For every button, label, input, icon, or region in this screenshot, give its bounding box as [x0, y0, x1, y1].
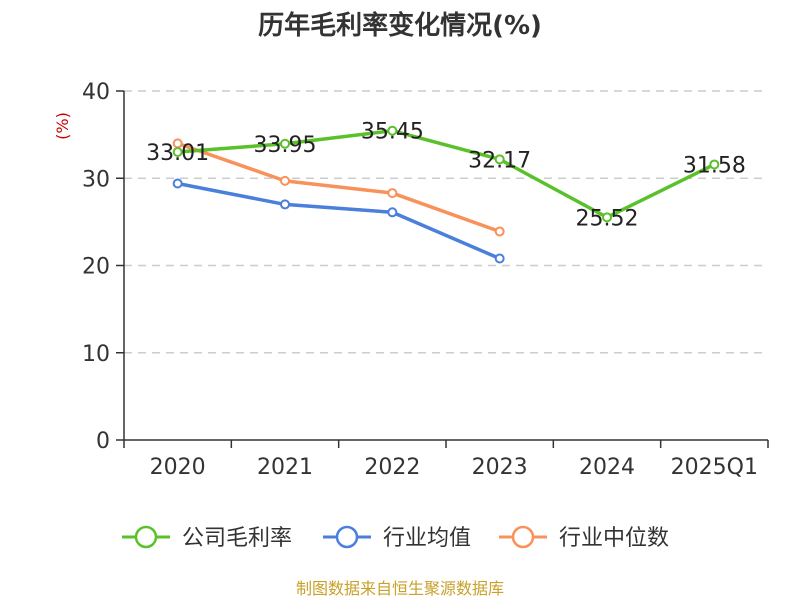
data-point	[172, 178, 183, 189]
data-point	[387, 188, 398, 199]
x-tick-label: 2020	[150, 455, 206, 480]
data-point	[387, 207, 398, 218]
data-point	[280, 175, 290, 186]
y-tick-label: 10	[82, 342, 110, 367]
x-tick-label: 2021	[257, 455, 313, 480]
x-tick-label: 2023	[472, 455, 528, 480]
data-point	[494, 226, 505, 237]
legend-swatch-marker	[335, 525, 359, 549]
axes: 0 10 20 30 40 2020 2021 2022 2023 2024 2025Q1	[82, 80, 769, 480]
data-point	[280, 199, 290, 210]
data-point	[172, 146, 183, 157]
legend: 公司毛利率 行业均值 行业中位数	[122, 525, 669, 551]
data-label: 33.95	[254, 133, 317, 158]
x-tick-label: 2022	[364, 455, 420, 480]
chart-title: 历年毛利率变化情况(%)	[258, 10, 542, 41]
data-label: 33.01	[146, 141, 209, 166]
y-tick-label: 20	[82, 255, 110, 280]
data-labels: 33.01 33.95 35.45 32.17 25.52 31.58	[146, 120, 746, 232]
y-tick-label: 40	[82, 80, 110, 105]
y-axis-unit-label: (%)	[53, 112, 72, 140]
source-note: 制图数据来自恒生聚源数据库	[296, 579, 504, 598]
y-tick-label: 0	[96, 429, 110, 454]
gridlines	[124, 90, 768, 354]
series-line	[177, 181, 501, 261]
series-line	[177, 128, 716, 220]
x-tick-label: 2025Q1	[671, 455, 758, 480]
data-point	[494, 154, 505, 165]
x-tick-label: 2024	[579, 455, 635, 480]
data-label: 35.45	[361, 120, 424, 145]
legend-swatch-marker	[511, 525, 535, 549]
data-point	[494, 253, 505, 264]
data-label: 25.52	[576, 206, 639, 231]
series-line	[177, 141, 501, 234]
series-lines	[172, 125, 720, 264]
data-point	[602, 212, 612, 223]
legend-label: 行业均值	[383, 526, 471, 551]
y-tick-label: 30	[82, 167, 110, 192]
data-label: 31.58	[683, 153, 746, 178]
data-point	[709, 159, 720, 170]
legend-swatch-marker	[134, 525, 158, 549]
data-label: 32.17	[468, 148, 531, 173]
data-point	[280, 138, 290, 149]
legend-label: 公司毛利率	[182, 526, 292, 551]
legend-label: 行业中位数	[559, 526, 669, 551]
data-point	[387, 125, 398, 136]
